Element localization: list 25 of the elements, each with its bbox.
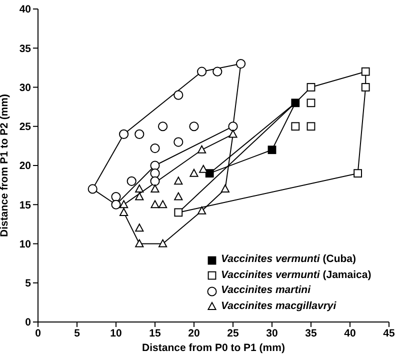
x-tick-label: 5 — [74, 327, 80, 340]
y-tick-label: 5 — [25, 278, 32, 290]
x-tick-label: 10 — [110, 327, 122, 340]
x-tick-label: 40 — [344, 327, 356, 340]
y-axis-title: Distance from P1 to P2 (mm) — [0, 94, 11, 237]
y-tick-label: 0 — [25, 316, 32, 329]
x-tick-label: 20 — [188, 327, 200, 340]
x-tick-label: 15 — [149, 327, 161, 340]
legend-label: Vaccinites martini — [221, 284, 310, 296]
x-axis-title: Distance from P0 to P1 (mm) — [142, 342, 285, 354]
y-tick-label: 35 — [19, 42, 32, 55]
x-tick-label: 0 — [35, 327, 42, 340]
legend-label: Vaccinites macgillavryi — [221, 300, 336, 312]
y-tick-label: 15 — [19, 199, 32, 212]
y-tick-label: 20 — [19, 160, 32, 172]
legend-label: Vaccinites vermunti (Cuba) — [221, 252, 356, 267]
x-tick-label: 30 — [266, 327, 278, 340]
x-tick-label: 45 — [383, 327, 395, 340]
y-tick-label: 25 — [19, 121, 32, 134]
legend-label: Vaccinites vermunti (Jamaica) — [221, 268, 372, 282]
x-tick-label: 25 — [227, 327, 239, 340]
y-tick-label: 40 — [19, 4, 32, 16]
y-tick-label: 10 — [19, 238, 32, 250]
x-tick-label: 35 — [305, 327, 317, 340]
y-tick-label: 30 — [19, 82, 32, 94]
